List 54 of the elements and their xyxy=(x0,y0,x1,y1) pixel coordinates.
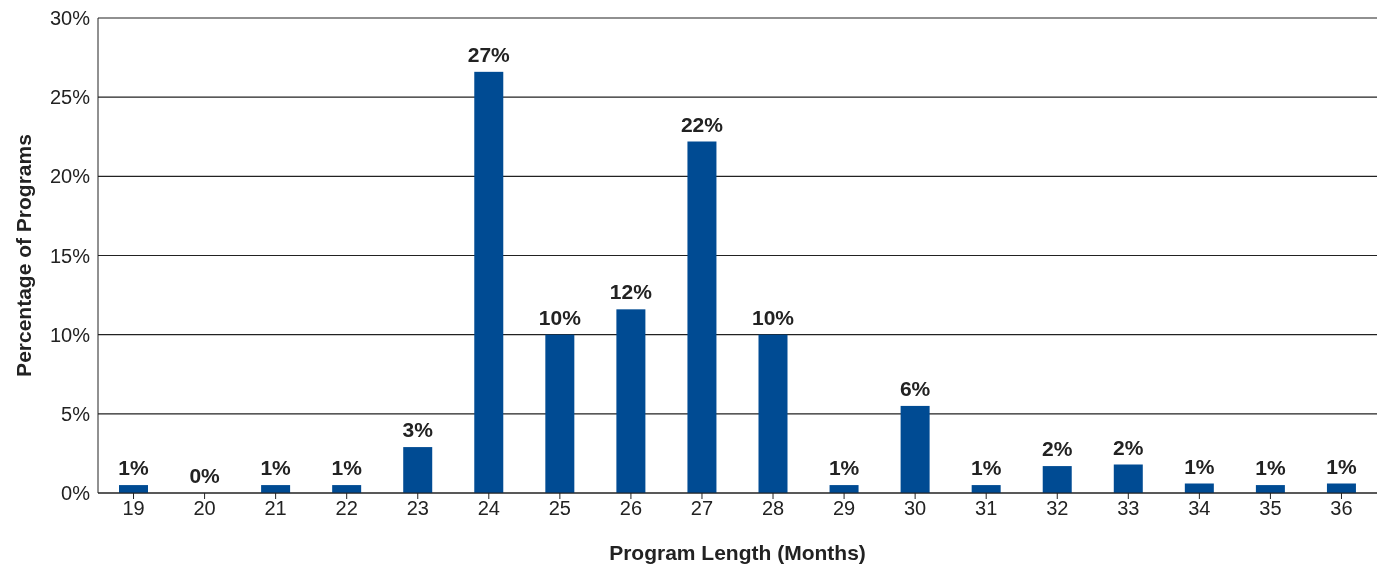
y-tick-label: 0% xyxy=(61,482,91,505)
bar xyxy=(900,405,930,493)
data-label: 1% xyxy=(1184,454,1215,478)
data-label: 3% xyxy=(402,418,434,442)
y-axis-title: Percentage of Programs xyxy=(12,134,36,377)
x-tick-label: 33 xyxy=(1117,497,1140,520)
x-tick-label: 31 xyxy=(975,497,998,520)
data-label: 2% xyxy=(1042,437,1073,461)
y-tick-label: 15% xyxy=(49,244,91,267)
x-axis-title: Program Length (Months) xyxy=(609,540,866,564)
data-label: 12% xyxy=(609,280,653,304)
x-tick-label: 24 xyxy=(477,497,500,520)
data-label: 6% xyxy=(899,376,931,400)
bar xyxy=(1113,464,1143,493)
data-label: 1% xyxy=(970,456,1002,480)
x-tick-label: 27 xyxy=(690,497,714,520)
x-tick-label: 32 xyxy=(1046,497,1069,520)
data-label: 2% xyxy=(1113,435,1144,459)
data-label: 22% xyxy=(680,112,724,136)
x-tick-label: 29 xyxy=(832,497,856,520)
data-label: 1% xyxy=(1326,454,1357,478)
data-label: 27% xyxy=(467,42,511,66)
bar xyxy=(545,334,575,493)
x-tick-label: 20 xyxy=(193,497,216,520)
y-tick-label: 20% xyxy=(49,165,91,188)
x-tick-label: 30 xyxy=(904,497,927,520)
x-tick-label: 34 xyxy=(1188,497,1211,520)
x-tick-label: 35 xyxy=(1259,497,1282,520)
data-label: 1% xyxy=(828,456,860,480)
data-label: 10% xyxy=(751,305,795,329)
bar xyxy=(616,309,646,493)
x-tick-label: 19 xyxy=(122,497,145,520)
x-tick-label: 28 xyxy=(761,497,785,520)
y-tick-label: 30% xyxy=(49,7,91,30)
y-tick-label: 5% xyxy=(61,402,91,425)
data-label: 1% xyxy=(118,456,149,480)
y-tick-label: 10% xyxy=(49,323,91,346)
x-tick-label: 21 xyxy=(264,497,287,520)
bar xyxy=(403,447,433,493)
y-tick-label: 25% xyxy=(49,86,91,109)
data-label: 0% xyxy=(189,464,221,487)
data-label: 1% xyxy=(331,456,363,480)
bar xyxy=(687,141,717,493)
x-tick-label: 25 xyxy=(548,497,571,520)
data-label: 1% xyxy=(260,456,292,480)
data-label: 10% xyxy=(538,305,582,329)
x-tick-label: 22 xyxy=(335,497,358,520)
bar xyxy=(474,71,504,493)
bar xyxy=(1042,466,1072,493)
x-tick-label: 26 xyxy=(619,497,643,520)
x-tick-label: 36 xyxy=(1330,497,1353,520)
bar xyxy=(758,334,788,493)
x-tick-label: 23 xyxy=(406,497,429,520)
data-label: 1% xyxy=(1255,456,1286,480)
